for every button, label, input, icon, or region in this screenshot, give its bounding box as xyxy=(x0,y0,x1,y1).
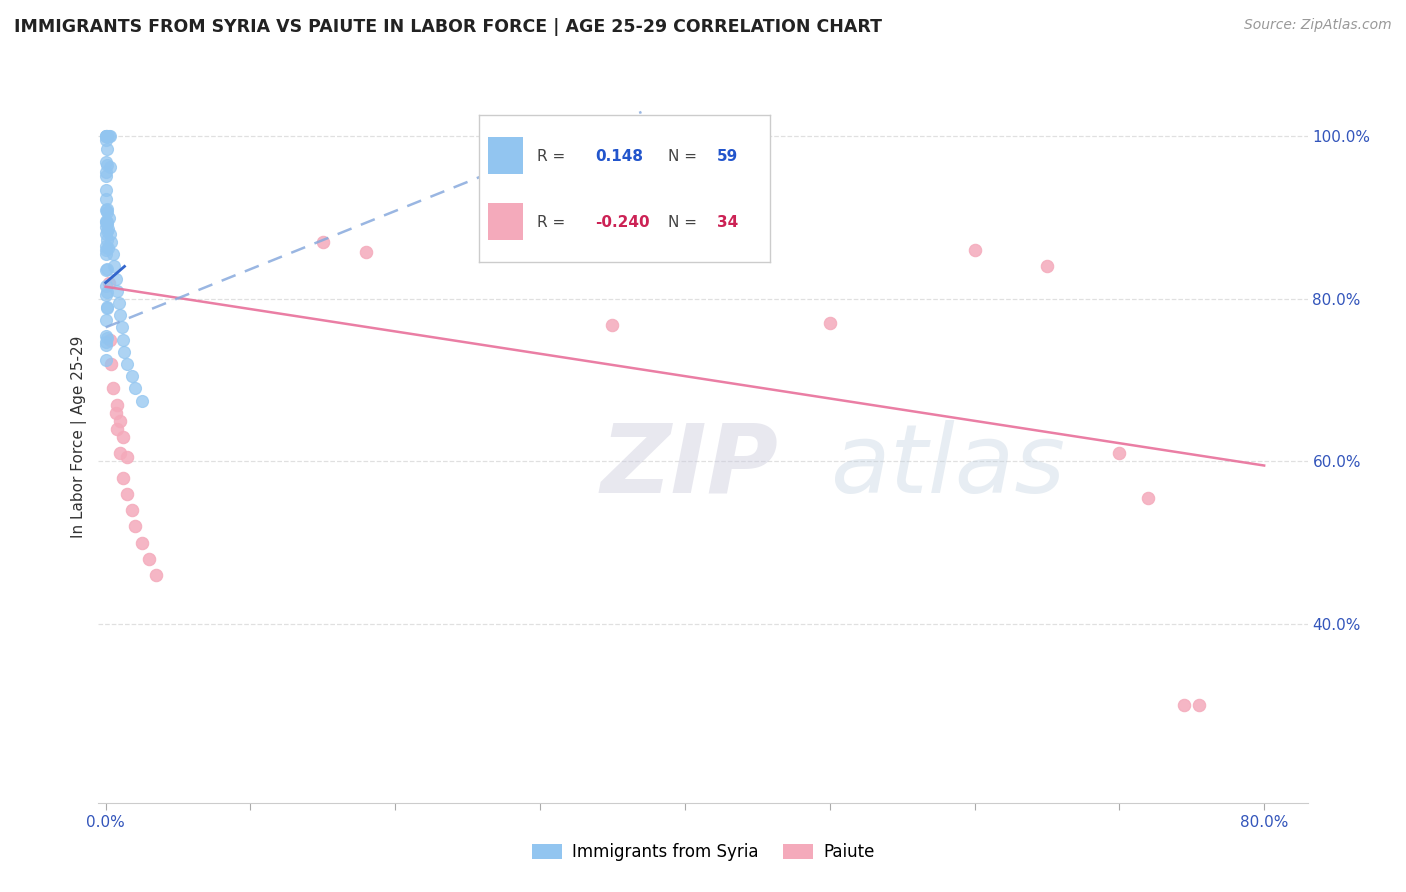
Point xyxy=(96,218,118,232)
Point xyxy=(96,133,118,147)
Point xyxy=(117,357,139,371)
Point xyxy=(131,393,153,408)
Point xyxy=(96,227,118,241)
Point xyxy=(94,338,117,352)
Point xyxy=(103,260,125,274)
Point xyxy=(818,316,841,330)
Point xyxy=(96,215,118,229)
Point xyxy=(94,183,117,197)
Point xyxy=(602,318,624,332)
Text: ZIP: ZIP xyxy=(600,420,778,513)
Point xyxy=(112,333,135,347)
Point xyxy=(101,381,124,395)
Point xyxy=(100,235,122,249)
Point xyxy=(96,129,118,144)
Point xyxy=(107,296,129,310)
Point xyxy=(98,227,121,241)
Point xyxy=(117,487,139,501)
Point xyxy=(96,285,118,299)
Point xyxy=(529,235,551,249)
Point xyxy=(96,155,118,169)
Text: Source: ZipAtlas.com: Source: ZipAtlas.com xyxy=(1244,18,1392,32)
Point xyxy=(1173,698,1195,713)
Point xyxy=(96,158,118,172)
Point xyxy=(97,129,120,144)
Point xyxy=(963,243,986,257)
Point xyxy=(94,312,117,326)
Point xyxy=(98,160,121,174)
Point xyxy=(98,333,121,347)
Point xyxy=(1137,491,1160,505)
Point xyxy=(121,503,143,517)
Point xyxy=(96,233,118,247)
Point xyxy=(94,215,117,229)
Point xyxy=(96,129,118,144)
Point xyxy=(108,446,131,460)
Point xyxy=(131,535,153,549)
Point xyxy=(94,238,117,252)
Y-axis label: In Labor Force | Age 25-29: In Labor Force | Age 25-29 xyxy=(72,336,87,538)
Legend: Immigrants from Syria, Paiute: Immigrants from Syria, Paiute xyxy=(524,837,882,868)
Point xyxy=(96,165,118,179)
Point xyxy=(121,369,143,384)
Point xyxy=(97,241,120,255)
Point xyxy=(94,129,117,144)
Point xyxy=(112,430,135,444)
Point xyxy=(97,276,120,290)
Point xyxy=(96,202,118,216)
Point xyxy=(101,247,124,261)
Point xyxy=(1108,446,1130,460)
Point xyxy=(94,129,117,144)
Point xyxy=(104,271,127,285)
Point xyxy=(112,471,135,485)
Point xyxy=(138,552,160,566)
Point xyxy=(96,204,118,219)
Point xyxy=(94,169,117,183)
Point xyxy=(114,344,136,359)
Text: atlas: atlas xyxy=(830,420,1064,513)
Point xyxy=(105,284,128,298)
Point xyxy=(97,221,120,235)
Point xyxy=(105,422,128,436)
Point xyxy=(94,243,117,257)
Point xyxy=(96,219,118,234)
Point xyxy=(94,287,117,301)
Point xyxy=(96,331,118,345)
Point xyxy=(96,142,118,156)
Point xyxy=(1188,698,1211,713)
Point xyxy=(117,450,139,465)
Point xyxy=(94,129,117,144)
Point xyxy=(96,247,118,261)
Point xyxy=(1036,260,1059,274)
Point xyxy=(110,320,132,334)
Point xyxy=(96,329,118,343)
Point xyxy=(96,224,118,238)
Point xyxy=(104,406,127,420)
Text: IMMIGRANTS FROM SYRIA VS PAIUTE IN LABOR FORCE | AGE 25-29 CORRELATION CHART: IMMIGRANTS FROM SYRIA VS PAIUTE IN LABOR… xyxy=(14,18,882,36)
Point xyxy=(96,353,118,368)
Point xyxy=(124,519,146,533)
Point xyxy=(145,568,167,582)
Point xyxy=(96,262,118,277)
Point xyxy=(96,214,118,228)
Point xyxy=(108,308,131,322)
Point xyxy=(96,262,118,277)
Point xyxy=(105,398,128,412)
Point xyxy=(124,381,146,395)
Point xyxy=(96,335,118,350)
Point xyxy=(108,414,131,428)
Point xyxy=(94,279,117,293)
Point xyxy=(97,211,120,225)
Point xyxy=(96,300,118,314)
Point xyxy=(94,203,117,218)
Point xyxy=(96,301,118,316)
Point xyxy=(94,192,117,206)
Point xyxy=(98,129,121,144)
Point xyxy=(100,357,122,371)
Point xyxy=(312,235,335,249)
Point xyxy=(356,244,378,259)
